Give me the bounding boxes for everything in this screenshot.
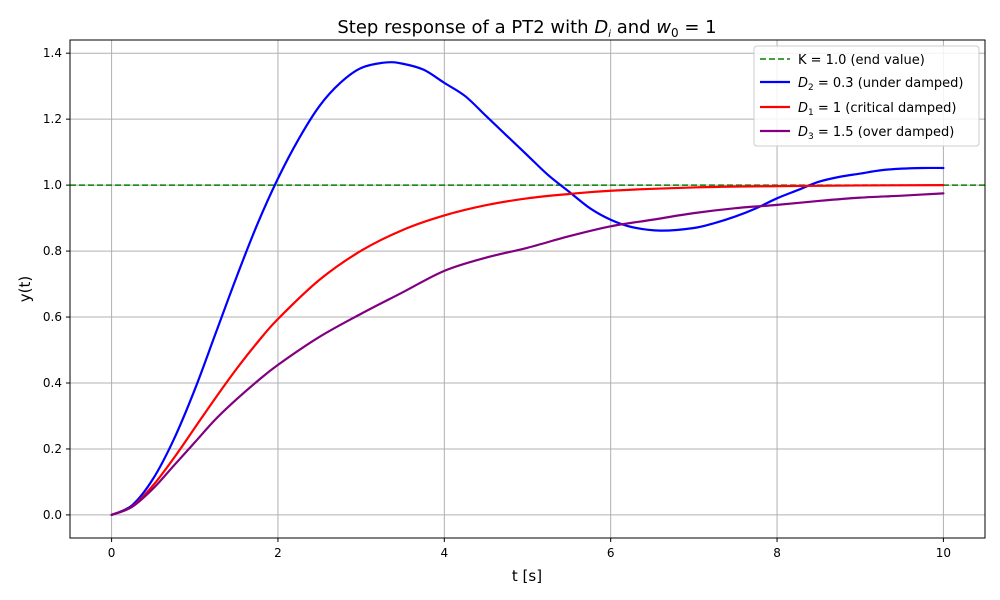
grid [70,40,985,538]
y-tick-label: 0.8 [43,244,62,258]
series-line-2 [110,184,945,517]
y-tick-label: 1.4 [43,46,62,60]
legend-text-reference: K = 1.0 (end value) [798,53,925,68]
chart-title: Step response of a PT2 with Di and w0 = … [337,17,716,40]
y-tick-label: 0.6 [43,310,62,324]
legend: K = 1.0 (end value) D2 = 0.3 (under damp… [753,45,980,147]
series-group [110,61,945,517]
legend-text-d1: D1 = 1 (critical damped) [798,101,957,118]
y-axis-label: y(t) [16,276,34,302]
plot-frame [69,39,986,539]
x-tick-label: 6 [607,546,615,560]
x-axis-label: t [s] [512,567,542,585]
legend-box [753,45,980,147]
y-tick-label: 1.0 [43,178,62,192]
y-tick-label: 0.0 [43,508,62,522]
y-tick-label: 1.2 [43,112,62,126]
x-tick-label: 0 [108,546,116,560]
x-axis-ticks: 0 2 4 6 8 10 [108,538,951,560]
y-tick-label: 0.4 [43,376,62,390]
series-line-3 [110,192,945,517]
legend-text-d2: D2 = 0.3 (under damped) [798,76,963,93]
y-tick-label: 0.2 [43,442,62,456]
y-axis-ticks: 0.0 0.2 0.4 0.6 0.8 1.0 1.2 1.4 [43,46,70,522]
x-tick-label: 10 [936,546,951,560]
x-tick-label: 4 [440,546,448,560]
x-tick-label: 8 [773,546,781,560]
legend-text-d3: D3 = 1.5 (over damped) [798,125,954,142]
x-tick-label: 2 [274,546,282,560]
